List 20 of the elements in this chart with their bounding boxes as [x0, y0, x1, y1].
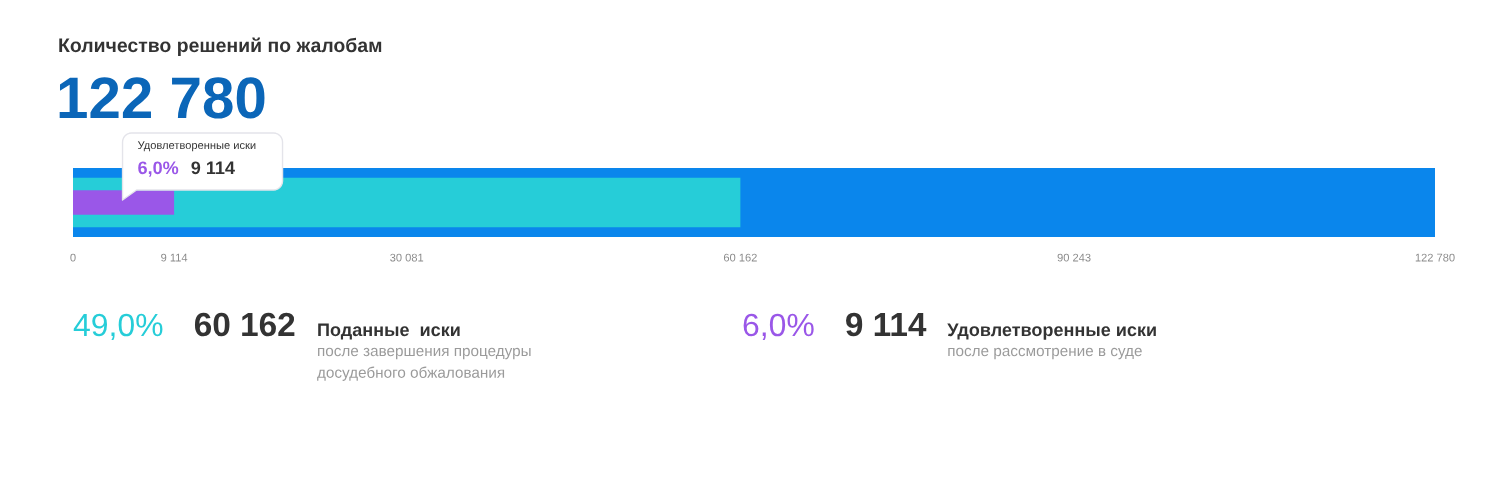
annotation: Поданные иски	[318, 323, 460, 340]
x-tick-label: 0	[70, 253, 76, 262]
annotation: 9 114	[191, 161, 235, 175]
x-tick-label: 9 114	[161, 253, 188, 262]
annotation: после рассмотрение в суде	[948, 347, 1142, 360]
bar	[73, 190, 175, 215]
annotation: 6,0%	[138, 161, 179, 177]
x-tick-label: 90 243	[1057, 253, 1091, 262]
annotation: 6,0%	[743, 313, 814, 341]
annotation: 49,0%	[73, 313, 163, 341]
chart-subtitle: 122 780	[59, 77, 265, 119]
chart-title: Количество решений по жалобам	[59, 37, 382, 57]
annotation: Удовлетворенные иски	[947, 323, 1156, 340]
annotation: 9 114	[846, 312, 927, 337]
annotation: 60 162	[194, 312, 295, 337]
x-tick-label: 122 780	[1415, 253, 1455, 262]
x-tick-label: 60 162	[723, 253, 757, 262]
x-tick-label: 30 081	[390, 253, 424, 262]
annotation: Удовлетворенные иски	[137, 141, 256, 152]
annotation: после завершения процедуры досудебного обжалования	[317, 347, 531, 381]
